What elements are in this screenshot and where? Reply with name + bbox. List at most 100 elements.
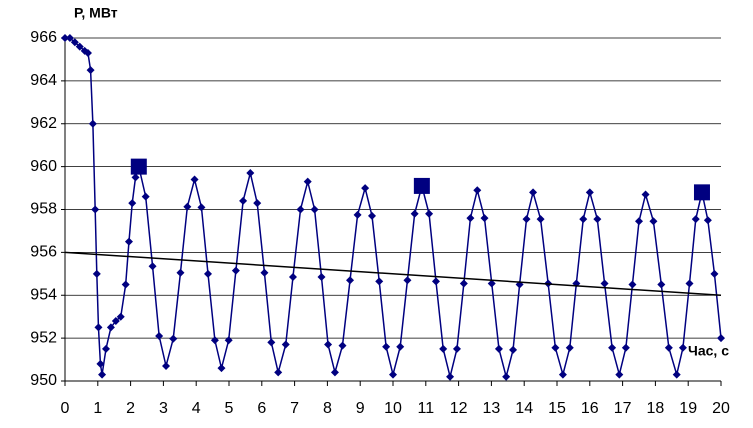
data-point xyxy=(224,336,233,345)
data-point xyxy=(361,184,370,193)
data-point xyxy=(621,343,630,352)
x-tick-label: 16 xyxy=(581,400,599,417)
data-point xyxy=(439,344,448,353)
data-point xyxy=(317,273,326,282)
y-tick-label: 966 xyxy=(30,29,57,46)
x-tick-label: 12 xyxy=(450,400,468,417)
data-point xyxy=(641,190,650,199)
x-tick-label: 13 xyxy=(483,400,501,417)
data-point xyxy=(466,214,475,223)
data-point xyxy=(382,342,391,351)
data-point xyxy=(274,368,283,377)
x-tick-label: 18 xyxy=(647,400,665,417)
y-tick-label: 950 xyxy=(30,372,57,389)
data-point xyxy=(281,340,290,349)
x-tick-label: 2 xyxy=(126,400,135,417)
data-point xyxy=(703,216,712,225)
data-point xyxy=(111,316,120,325)
data-point xyxy=(600,279,609,288)
data-point xyxy=(246,169,255,178)
data-point xyxy=(75,42,84,51)
x-tick-label: 15 xyxy=(548,400,566,417)
x-tick-label: 5 xyxy=(225,400,234,417)
data-point xyxy=(473,186,482,195)
data-point xyxy=(693,184,710,201)
data-point xyxy=(685,279,694,288)
data-point xyxy=(83,49,92,58)
data-point xyxy=(253,199,262,208)
data-point xyxy=(65,34,74,42)
data-point xyxy=(338,341,347,350)
data-point xyxy=(130,158,147,175)
data-point xyxy=(368,211,377,220)
data-point xyxy=(672,370,681,379)
data-point xyxy=(502,372,511,381)
data-point xyxy=(410,209,419,218)
data-point xyxy=(183,202,192,211)
data-point xyxy=(204,269,213,278)
data-point xyxy=(522,215,531,224)
data-point xyxy=(710,269,719,278)
data-point xyxy=(86,66,95,75)
x-tick-label: 8 xyxy=(323,400,332,417)
data-point xyxy=(628,280,637,289)
data-point xyxy=(98,370,107,379)
data-point xyxy=(565,343,574,352)
data-point xyxy=(593,215,602,224)
data-point xyxy=(88,119,97,128)
data-point xyxy=(169,334,178,343)
data-point xyxy=(288,273,297,282)
data-point xyxy=(70,38,79,47)
x-tick-label: 19 xyxy=(679,400,697,417)
data-point xyxy=(615,370,624,379)
series-line xyxy=(64,251,722,296)
data-point xyxy=(657,280,666,289)
x-tick-label: 9 xyxy=(356,400,365,417)
data-point xyxy=(61,34,69,42)
data-point xyxy=(106,323,115,332)
data-point xyxy=(396,342,405,351)
data-point xyxy=(536,215,545,224)
data-point xyxy=(509,345,518,354)
y-tick-label: 956 xyxy=(30,244,57,261)
data-point xyxy=(529,188,538,197)
x-tick-label: 3 xyxy=(159,400,168,417)
data-point xyxy=(96,359,105,368)
data-point xyxy=(260,268,269,277)
data-point xyxy=(124,237,133,246)
data-point xyxy=(608,343,617,352)
x-tick-label: 0 xyxy=(61,400,70,417)
data-point xyxy=(94,323,103,332)
y-tick-label: 954 xyxy=(30,286,57,303)
data-point xyxy=(217,364,226,373)
data-point xyxy=(324,340,333,349)
x-tick-label: 10 xyxy=(384,400,402,417)
data-point xyxy=(239,196,248,205)
y-tick-label: 958 xyxy=(30,201,57,218)
data-point xyxy=(389,370,397,379)
data-point xyxy=(296,205,305,214)
x-tick-label: 14 xyxy=(515,400,533,417)
data-point xyxy=(353,210,362,219)
data-point xyxy=(558,370,567,379)
data-point xyxy=(425,209,434,218)
y-tick-label: 960 xyxy=(30,158,57,175)
data-point xyxy=(579,215,588,224)
data-point xyxy=(155,331,164,340)
data-point xyxy=(231,266,240,275)
x-axis-label: Час, с xyxy=(688,343,729,359)
y-tick-label: 964 xyxy=(30,72,57,89)
data-point xyxy=(116,312,125,321)
data-point xyxy=(635,217,643,226)
data-point xyxy=(664,343,673,352)
data-point xyxy=(303,177,312,186)
data-point xyxy=(678,343,687,352)
x-tick-label: 1 xyxy=(93,400,102,417)
data-point xyxy=(649,217,658,226)
data-point xyxy=(459,279,468,288)
x-tick-label: 6 xyxy=(257,400,266,417)
data-point xyxy=(162,361,171,370)
data-point xyxy=(494,344,503,353)
